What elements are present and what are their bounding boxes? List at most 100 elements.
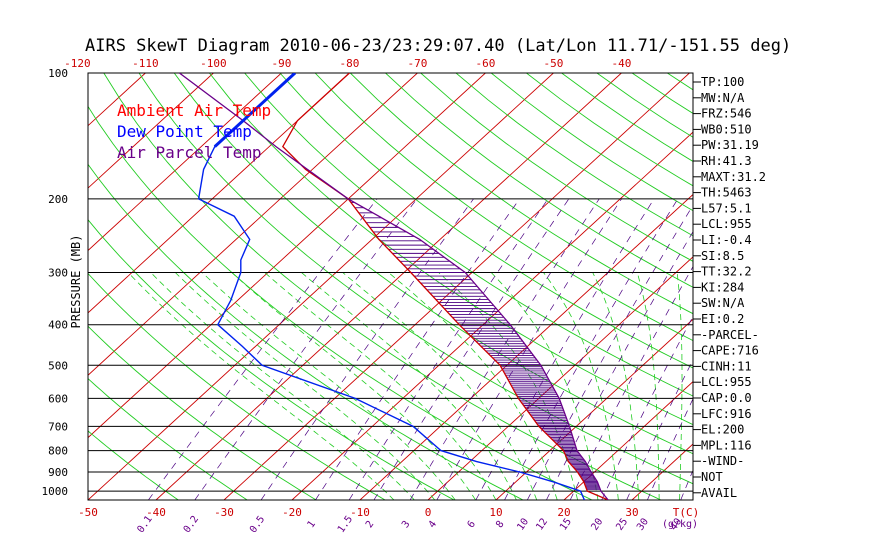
dry-adiabat-line — [631, 73, 693, 114]
dewpoint-temp-line — [197, 73, 586, 500]
mixing-ratio-line — [409, 198, 600, 500]
top-temp-tick-label: -40 — [611, 57, 631, 70]
chart-title: AIRS SkewT Diagram 2010-06-23/23:29:07.4… — [85, 36, 791, 56]
isotherm-line — [155, 73, 622, 500]
dry-adiabat-line — [88, 105, 593, 500]
y-axis-label: PRESSURE (MB) — [69, 235, 83, 329]
top-temp-tick-label: -100 — [200, 57, 227, 70]
moist-adiabat-line — [342, 272, 538, 500]
top-temp-tick-label: -90 — [271, 57, 291, 70]
side-panel-item: FRZ:546 — [701, 107, 752, 121]
top-temp-tick-label: -110 — [132, 57, 159, 70]
mixing-ratio-line — [680, 469, 693, 500]
mixing-ratio-label: 8 — [494, 519, 506, 530]
side-panel-item: MAXT:31.2 — [701, 170, 766, 184]
mixing-ratio-label: 1 — [306, 519, 318, 530]
dry-adiabat-line — [138, 73, 693, 485]
bottom-temp-tick-label: 0 — [425, 506, 432, 519]
side-panel-item: WB0:510 — [701, 122, 752, 136]
isotherm-line — [0, 73, 77, 500]
isotherm-line — [631, 443, 693, 500]
side-panel-item: TT:32.2 — [701, 265, 752, 279]
moist-adiabat-line — [150, 272, 415, 500]
dry-adiabat-line — [455, 73, 693, 237]
mixing-ratio-label: 0.5 — [248, 514, 267, 535]
side-panel-item: EI:0.2 — [701, 312, 744, 326]
profiles-layer — [179, 73, 609, 500]
side-panel-item: RH:41.3 — [701, 154, 752, 168]
mixing-ratio-line — [148, 198, 378, 500]
side-panel-item: SW:N/A — [701, 296, 745, 310]
dry-adiabat-line — [738, 73, 870, 500]
side-panel-item: SI:8.5 — [701, 249, 744, 263]
side-panel-item: LFC:916 — [701, 407, 752, 421]
mixing-ratio-label: 20 — [589, 516, 605, 532]
dry-adiabat-line — [173, 73, 693, 455]
mixing-ratio-label: 3 — [400, 519, 412, 530]
bottom-temp-tick-label: -20 — [282, 506, 302, 519]
side-panel-item: TP:100 — [701, 75, 744, 89]
bottom-temp-tick-label: 10 — [489, 506, 502, 519]
dry-adiabat-line — [88, 272, 386, 500]
pressure-tick-label: 600 — [48, 392, 68, 405]
dry-adiabat-line — [244, 73, 693, 397]
mixing-ratio-line — [315, 198, 520, 500]
moist-adiabat-line — [127, 272, 395, 500]
pressure-tick-label: 400 — [48, 319, 68, 332]
side-panel-item: CAPE:716 — [701, 344, 759, 358]
mixing-ratio-line — [601, 315, 693, 500]
moist-adiabat-line — [301, 272, 517, 500]
mixing-ratio-line — [626, 358, 693, 500]
dry-adiabat-line — [103, 73, 662, 500]
pressure-tick-label: 300 — [48, 267, 68, 280]
isotherm-line — [88, 73, 486, 439]
isotherm-line — [88, 73, 418, 376]
pressure-tick-label: 500 — [48, 359, 68, 372]
dry-adiabat-line — [526, 73, 693, 187]
bottom-temp-tick-label: 20 — [557, 506, 570, 519]
isotherm-line — [836, 73, 870, 500]
dry-adiabat-line — [279, 73, 693, 369]
moist-adiabat-line — [388, 272, 558, 500]
side-panel-item: KI:284 — [701, 280, 744, 294]
side-panel-item: LCL:955 — [701, 217, 752, 231]
side-panel-item: LCL:955 — [701, 375, 752, 389]
mixing-ratio-line — [647, 398, 693, 500]
dry-adiabat-line — [88, 325, 317, 500]
moist-adiabat-line — [231, 272, 476, 500]
isotherm-line — [427, 256, 693, 500]
mixing-ratio-line — [348, 198, 549, 500]
mixing-ratio-label: 10 — [515, 516, 531, 532]
mixing-ratio-line — [260, 198, 474, 500]
dry-adiabat-line — [349, 73, 693, 315]
mixing-ratio-line — [546, 231, 693, 500]
dry-adiabat-line — [808, 73, 870, 500]
temp-unit-label: T(C) — [673, 506, 700, 519]
isotherm-line — [88, 73, 214, 189]
side-panel-item: PW:31.19 — [701, 138, 759, 152]
mixing-ratio-line — [194, 198, 418, 500]
bottom-temp-tick-label: 30 — [625, 506, 638, 519]
side-panel-item: AVAIL — [701, 486, 737, 500]
pressure-tick-label: 700 — [48, 420, 68, 433]
mixing-ratio-line — [526, 204, 693, 500]
moist-adiabat-line — [543, 272, 619, 500]
dry-adiabat-line — [667, 73, 693, 91]
side-panel-item: LI:-0.4 — [701, 233, 752, 247]
legend-entry: Air Parcel Temp — [117, 143, 262, 162]
pressure-tick-label: 800 — [48, 445, 68, 458]
bottom-temp-tick-label: -30 — [214, 506, 234, 519]
mixing-ratio-line — [373, 198, 570, 500]
pressure-tick-label: 1000 — [42, 485, 69, 498]
mixing-unit-label: (g/kg) — [662, 519, 698, 530]
side-panel-item: -WIND- — [701, 454, 744, 468]
dry-adiabat-line — [88, 430, 179, 500]
pressure-tick-label: 100 — [48, 67, 68, 80]
side-panel-item: TH:5463 — [701, 186, 752, 200]
top-temp-tick-label: -50 — [543, 57, 563, 70]
dry-adiabat-line — [209, 73, 693, 426]
isotherm-line — [88, 73, 554, 500]
moist-adiabat-line — [264, 272, 497, 500]
mixing-ratio-label: 12 — [534, 516, 550, 532]
